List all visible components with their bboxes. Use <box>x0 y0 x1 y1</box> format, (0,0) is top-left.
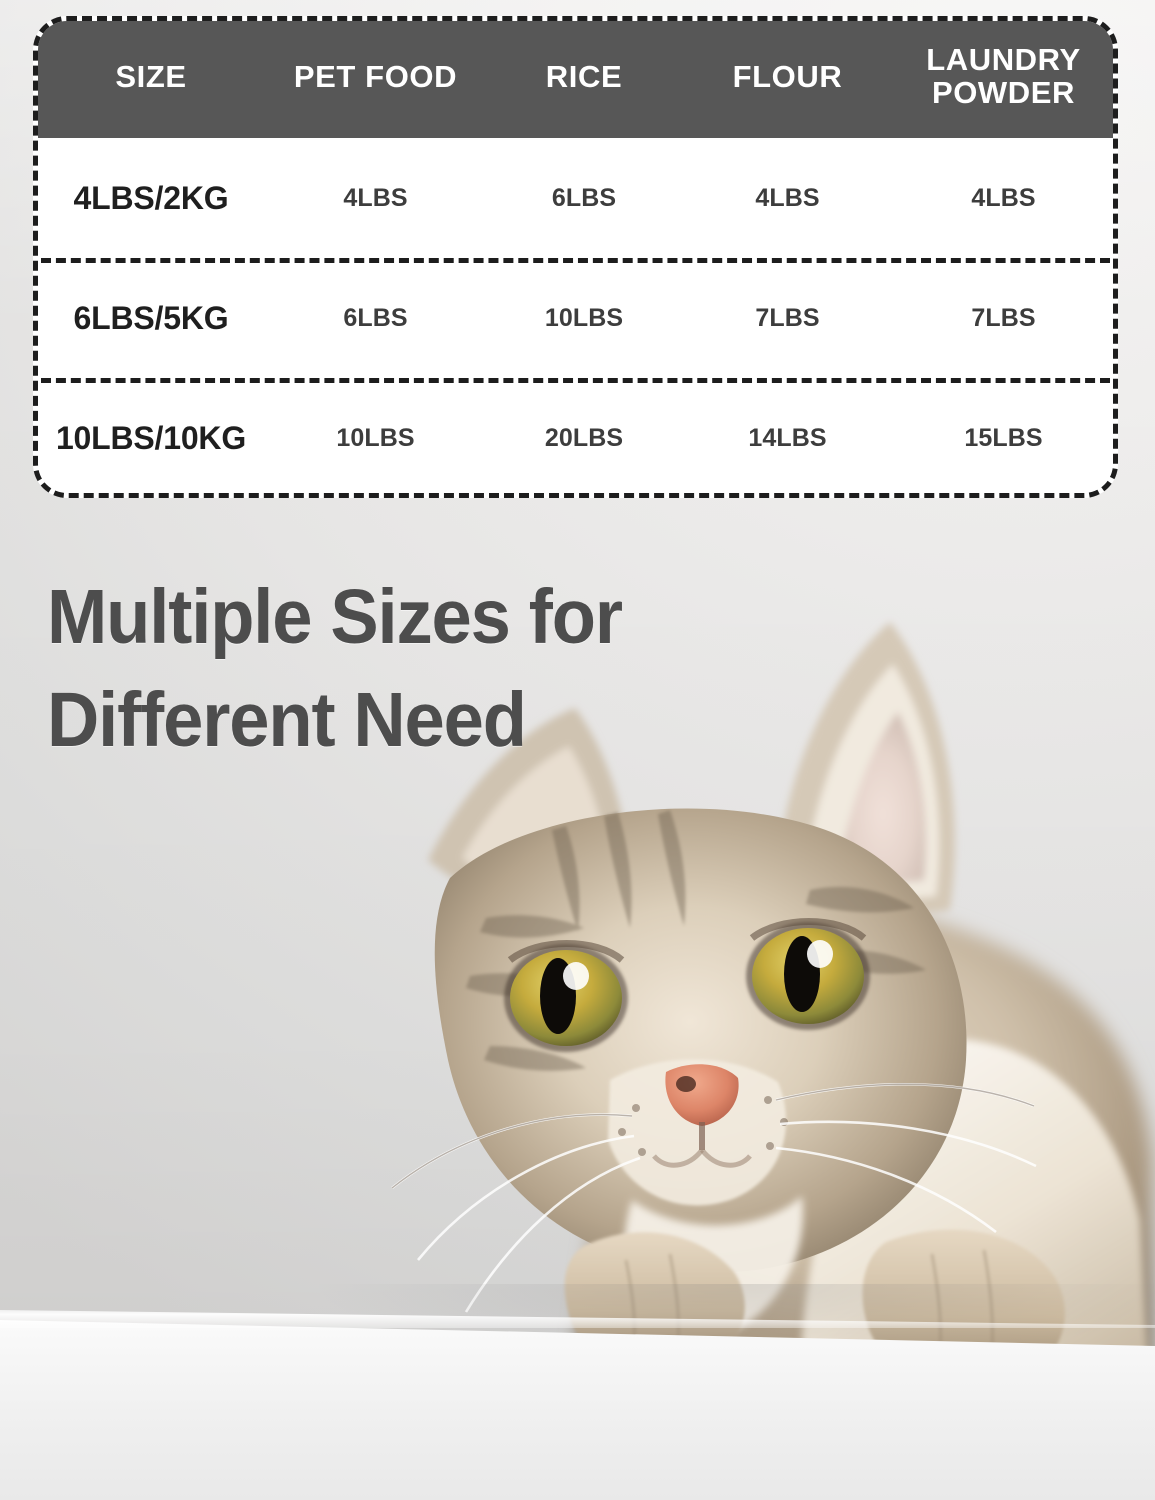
column-header-laundry-line2: POWDER <box>931 75 1076 110</box>
cell-size: 6LBS/5KG <box>73 299 229 336</box>
cell-rice: 20LBS <box>544 423 624 452</box>
table-row: 6LBS/5KG 6LBS 10LBS 7LBS 7LBS <box>38 258 1113 378</box>
column-header-laundry-powder: LAUNDRY POWDER <box>889 42 1113 110</box>
headline: Multiple Sizes for Different Need <box>47 566 799 772</box>
cell-flour: 4LBS <box>755 183 820 212</box>
cell-flour: 14LBS <box>748 423 827 452</box>
column-header-flour: FLOUR <box>732 58 843 94</box>
table-row: 10LBS/10KG 10LBS 20LBS 14LBS 15LBS <box>38 378 1113 493</box>
table-header-row: SIZE PET FOOD RICE FLOUR LAUNDRY POWDER <box>38 21 1113 138</box>
cell-pet-food: 6LBS <box>343 303 408 332</box>
headline-line-1: Multiple Sizes for <box>47 574 623 660</box>
column-header-rice: RICE <box>545 58 623 94</box>
column-header-laundry-line1: LAUNDRY <box>926 42 1081 78</box>
cell-laundry-powder: 7LBS <box>971 303 1036 332</box>
table-row: 4LBS/2KG 4LBS 6LBS 4LBS 4LBS <box>38 138 1113 258</box>
ledge-edge-highlight <box>0 1310 1155 1328</box>
cell-laundry-powder: 15LBS <box>964 423 1043 452</box>
headline-line-2: Different Need <box>47 677 527 764</box>
table-body: 4LBS/2KG 4LBS 6LBS 4LBS 4LBS 6LBS/5KG 6L… <box>38 138 1113 493</box>
cell-flour: 7LBS <box>755 303 820 332</box>
size-spec-table: SIZE PET FOOD RICE FLOUR LAUNDRY POWDER … <box>33 16 1118 498</box>
cell-size: 4LBS/2KG <box>73 179 229 216</box>
cell-pet-food: 10LBS <box>336 423 415 452</box>
cell-laundry-powder: 4LBS <box>971 183 1036 212</box>
column-header-pet-food: PET FOOD <box>293 58 458 94</box>
cell-size: 10LBS/10KG <box>55 419 247 456</box>
cell-rice: 6LBS <box>551 183 617 212</box>
white-ledge-surface <box>0 1320 1155 1500</box>
cell-rice: 10LBS <box>544 303 624 332</box>
cell-pet-food: 4LBS <box>343 183 408 212</box>
column-header-size: SIZE <box>115 58 187 94</box>
